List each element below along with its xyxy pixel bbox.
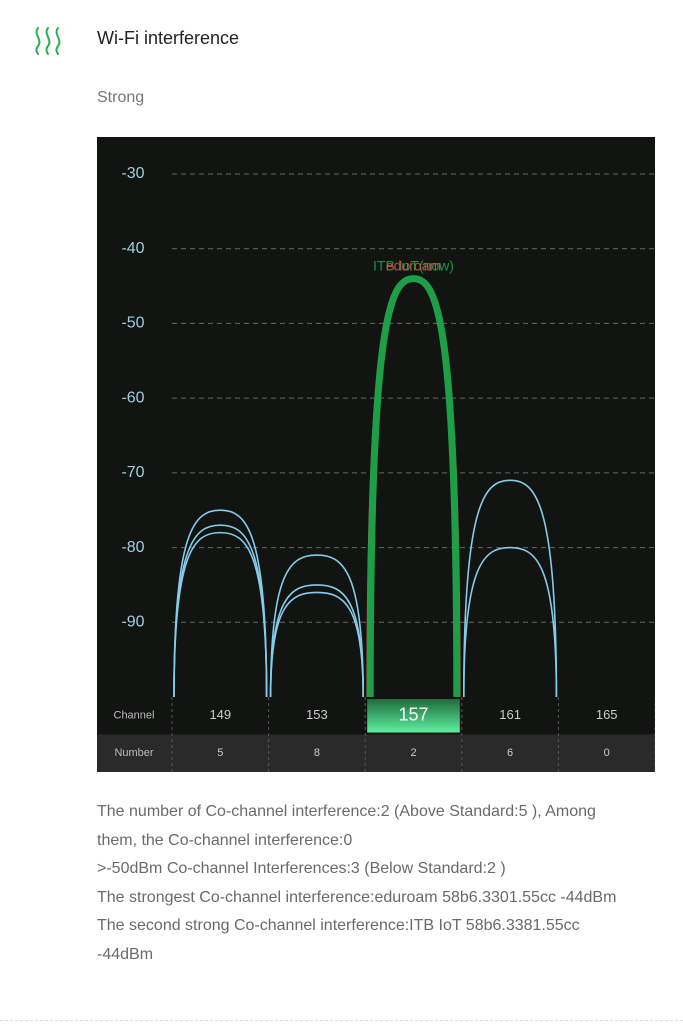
wifi-icon — [35, 27, 61, 55]
interference-level: Strong — [97, 89, 145, 106]
info-line: The second strong Co-channel interferenc… — [97, 917, 580, 934]
channel-label: 149 — [209, 707, 231, 722]
network-name: ITB IoT(now) — [373, 257, 454, 273]
y-tick-label: -70 — [121, 464, 144, 481]
y-tick-label: -90 — [121, 614, 144, 631]
count-label: 2 — [410, 747, 416, 759]
y-tick-label: -40 — [121, 240, 144, 257]
signal-arc — [463, 479, 558, 698]
info-line: them, the Co-channel interference:0 — [97, 831, 353, 849]
count-label: 6 — [507, 747, 513, 759]
count-label: 0 — [604, 747, 610, 759]
y-tick-label: -60 — [121, 389, 144, 406]
row-label: Number — [114, 747, 153, 759]
signal-arc — [269, 591, 364, 698]
signal-arc — [463, 546, 558, 698]
signal-arc — [269, 584, 364, 698]
count-label: 5 — [217, 747, 223, 759]
signal-arc — [173, 524, 268, 698]
signal-arc — [173, 509, 268, 698]
info-line: >-50dBm Co-channel Interferences:3 (Belo… — [97, 860, 506, 877]
signal-arc — [366, 275, 461, 698]
current-channel-highlight — [367, 699, 460, 733]
signal-arc — [269, 554, 364, 698]
number-row — [97, 734, 655, 772]
section-title: Wi-Fi interference — [97, 28, 240, 48]
channel-label: 157 — [398, 705, 428, 725]
channel-label: 161 — [499, 707, 521, 722]
channel-label: 153 — [306, 707, 328, 722]
info-line: The number of Co-channel interference:2 … — [97, 803, 596, 820]
info-line: -44dBm — [97, 945, 154, 963]
y-tick-label: -30 — [121, 165, 144, 182]
interference-info: The number of Co-channel interference:2 … — [97, 798, 616, 969]
channel-label: 165 — [596, 707, 618, 722]
y-tick-label: -50 — [121, 315, 144, 332]
y-tick-label: -80 — [121, 539, 144, 556]
info-line: The strongest Co-channel interference:ed… — [97, 888, 617, 906]
divider — [0, 1020, 683, 1021]
row-label: Channel — [114, 710, 155, 722]
network-name: eduroam — [386, 257, 441, 273]
channel-chart: -30 -40 -50 -60 -70 -80 -90 Channel Number 149 5 15… — [97, 137, 655, 772]
count-label: 8 — [314, 747, 320, 759]
